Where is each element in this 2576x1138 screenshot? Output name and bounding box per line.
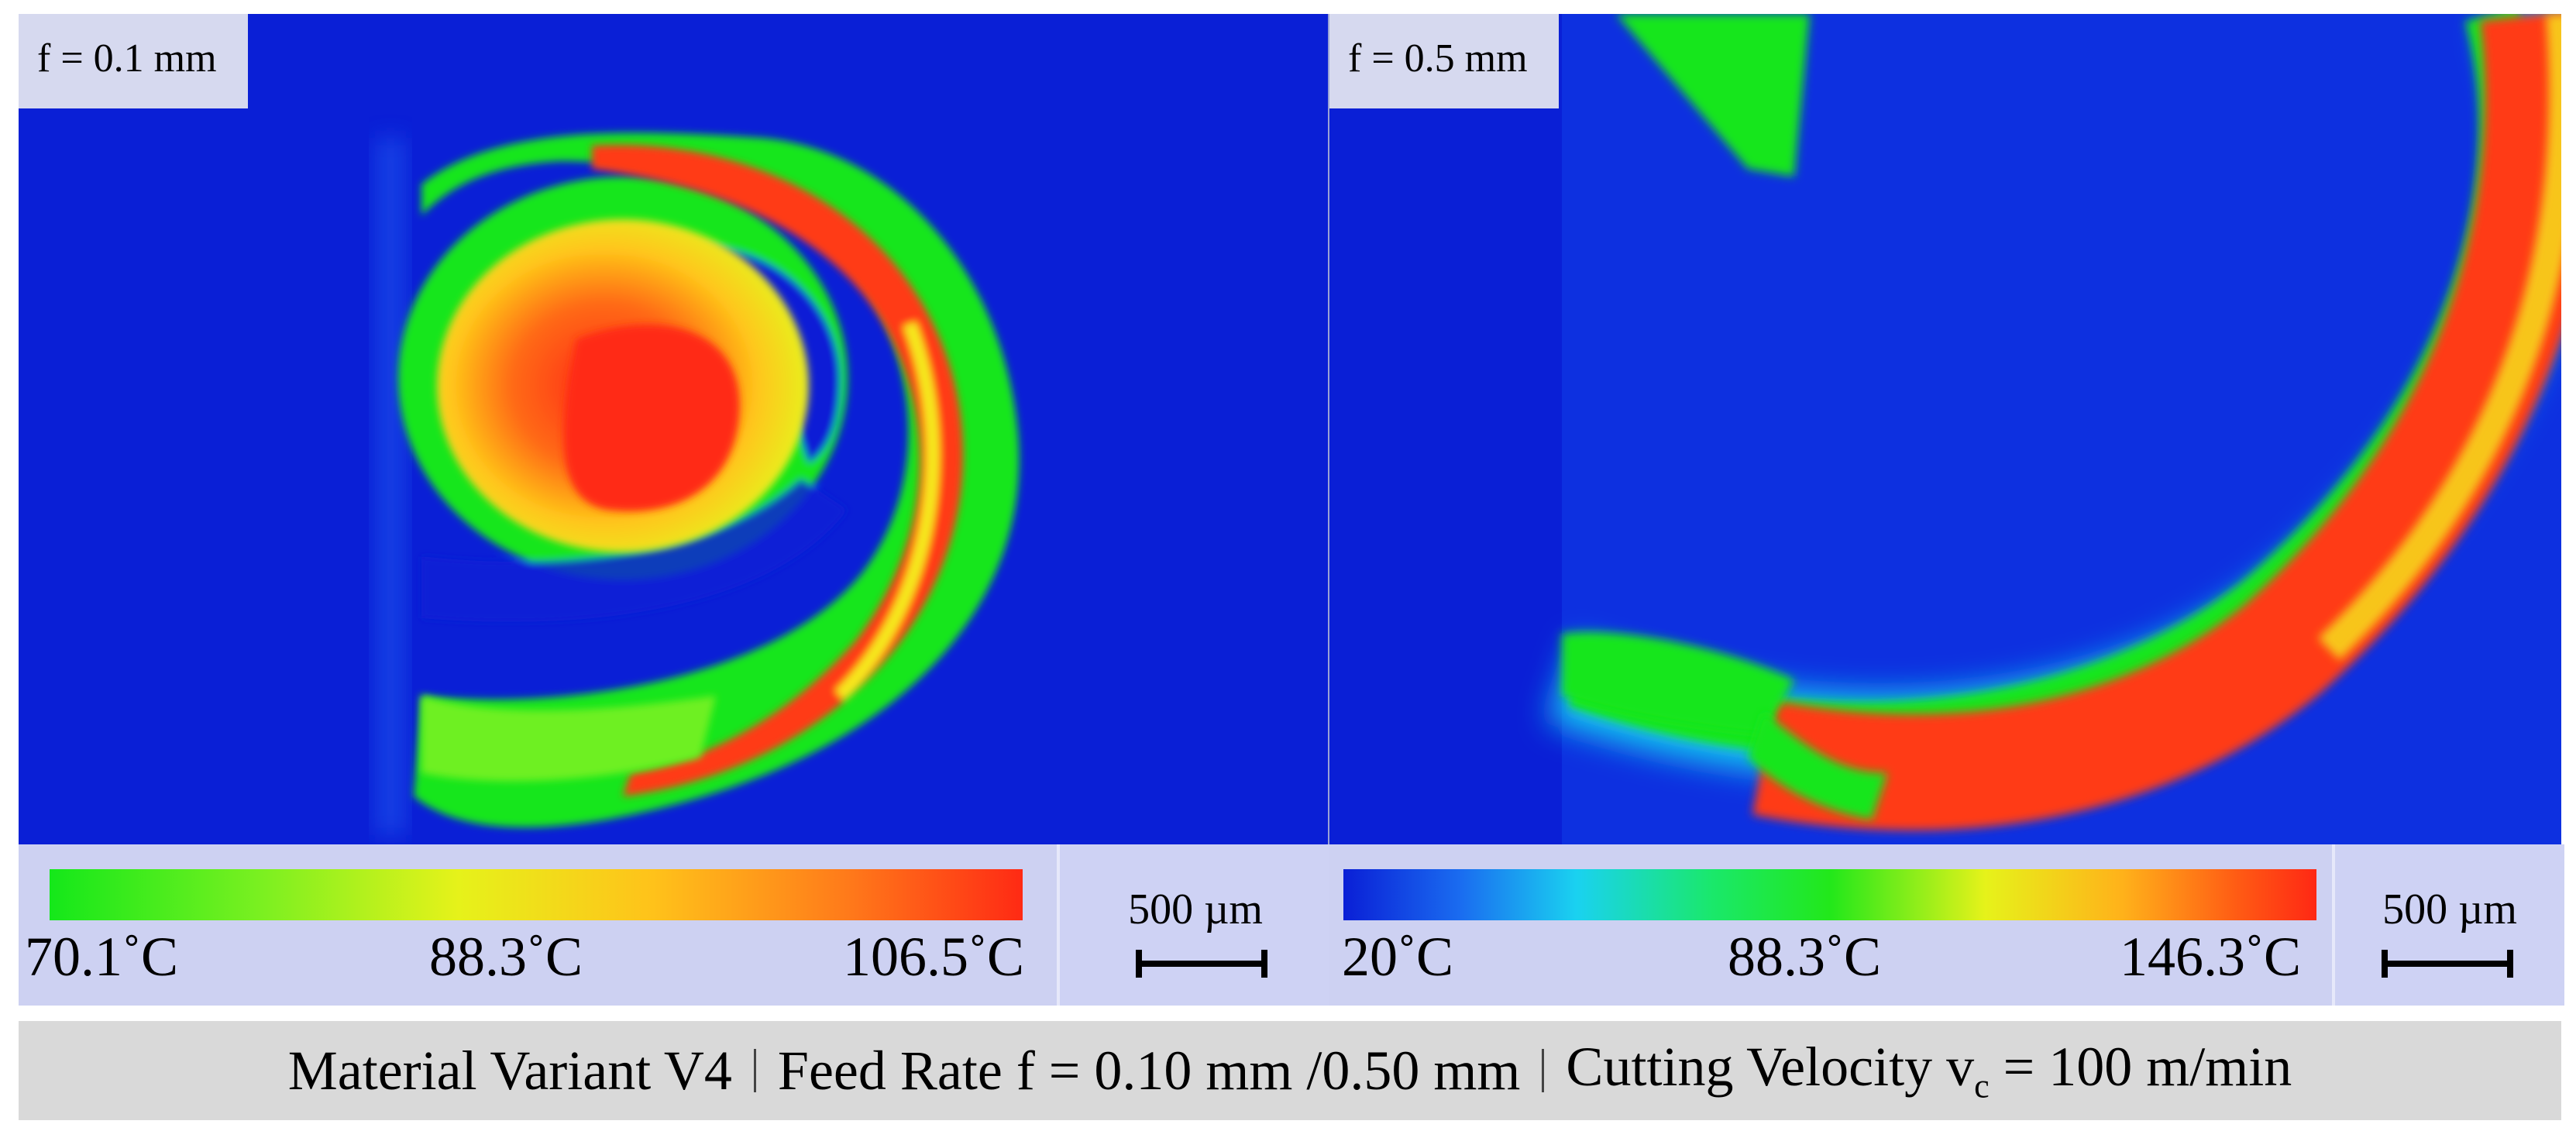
scalebar-label-left: 500 µm xyxy=(1128,885,1263,933)
legend-min-left: 70.1˚C xyxy=(25,926,178,988)
legend-max-right: 146.3˚C xyxy=(2120,926,2301,988)
figure-caption: Material Variant V4 Feed Rate f = 0.10 m… xyxy=(19,1021,2561,1120)
feed-label-left: f = 0.1 mm xyxy=(19,14,248,108)
scalebar-label-right: 500 µm xyxy=(2382,885,2517,933)
caption-material: Material Variant V4 xyxy=(287,1039,732,1102)
colorbar-left xyxy=(50,869,1023,920)
legend-max-left: 106.5˚C xyxy=(843,926,1024,988)
caption-feed-rate: Feed Rate f = 0.10 mm /0.50 mm xyxy=(777,1039,1521,1102)
legend-min-right: 20˚C xyxy=(1342,926,1453,988)
scalebar-right xyxy=(2382,950,2513,978)
thermal-image-right: f = 0.5 mm xyxy=(1329,14,2561,852)
thermal-image-left: f = 0.1 mm xyxy=(19,14,1328,852)
scalebar-box-right: 500 µm xyxy=(2332,844,2564,1006)
caption-velocity: Cutting Velocity vc = 100 m/min xyxy=(1566,1036,2292,1105)
legend-mid-left: 88.3˚C xyxy=(429,926,583,988)
scalebar-left xyxy=(1136,950,1267,978)
caption-separator xyxy=(753,1049,756,1092)
color-legend-left: 70.1˚C 88.3˚C 106.5˚C 500 µm xyxy=(19,844,1331,1006)
feed-label-right: f = 0.5 mm xyxy=(1329,14,1559,108)
spiral-chip-thermal xyxy=(375,132,1020,835)
legend-mid-right: 88.3˚C xyxy=(1728,926,1881,988)
caption-separator xyxy=(1542,1049,1545,1092)
curved-chip-thermal xyxy=(1547,14,2561,852)
panel-divider xyxy=(1328,14,1329,1006)
colorbar-right xyxy=(1343,869,2316,920)
color-legend-right: 20˚C 88.3˚C 146.3˚C 500 µm xyxy=(1329,844,2564,1006)
scalebar-box-left: 500 µm xyxy=(1057,844,1331,1006)
